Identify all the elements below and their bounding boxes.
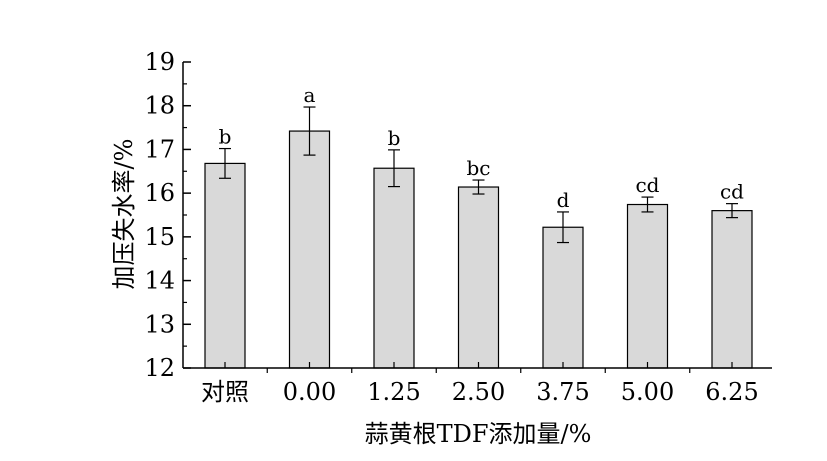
x-tick-label: 2.50 [452, 378, 505, 406]
bar [711, 210, 753, 369]
significance-label: bc [466, 156, 490, 180]
error-bars-group [219, 106, 738, 244]
x-tick-label: 对照 [201, 378, 249, 406]
significance-labels-group: b a b bc d cd cd [219, 83, 745, 212]
significance-label: a [304, 83, 316, 107]
significance-label: cd [720, 180, 744, 204]
y-tick-label: 19 [144, 48, 175, 76]
x-tick-label: 6.25 [705, 378, 758, 406]
y-tick-label: 16 [144, 179, 175, 207]
bar [626, 203, 669, 369]
significance-label: d [557, 188, 570, 212]
bar [542, 226, 584, 369]
x-tick-label: 3.75 [536, 378, 589, 406]
y-axis-title: 加压失水率/% [110, 139, 138, 290]
y-tick-label: 12 [144, 354, 175, 382]
y-tick-label: 18 [144, 92, 175, 120]
x-tick-label: 1.25 [367, 378, 420, 406]
bar [204, 162, 246, 369]
y-tick-label: 15 [144, 223, 175, 251]
significance-label: b [388, 126, 401, 150]
x-axis-title: 蒜黄根TDF添加量/% [365, 420, 592, 448]
bar [457, 186, 500, 369]
y-tick-label: 17 [144, 135, 175, 163]
y-tick-label: 14 [144, 267, 175, 295]
significance-label: b [219, 125, 232, 149]
significance-label: cd [635, 173, 659, 197]
x-tick-label: 5.00 [621, 378, 674, 406]
bar [288, 130, 331, 369]
bar [373, 167, 415, 369]
axes-group: 对照 0.00 1.25 2.50 3.75 5.00 6.25 12 13 14 15 16 17 18… [144, 48, 772, 406]
y-tick-label: 13 [144, 310, 175, 338]
x-tick-label: 0.00 [283, 378, 336, 406]
